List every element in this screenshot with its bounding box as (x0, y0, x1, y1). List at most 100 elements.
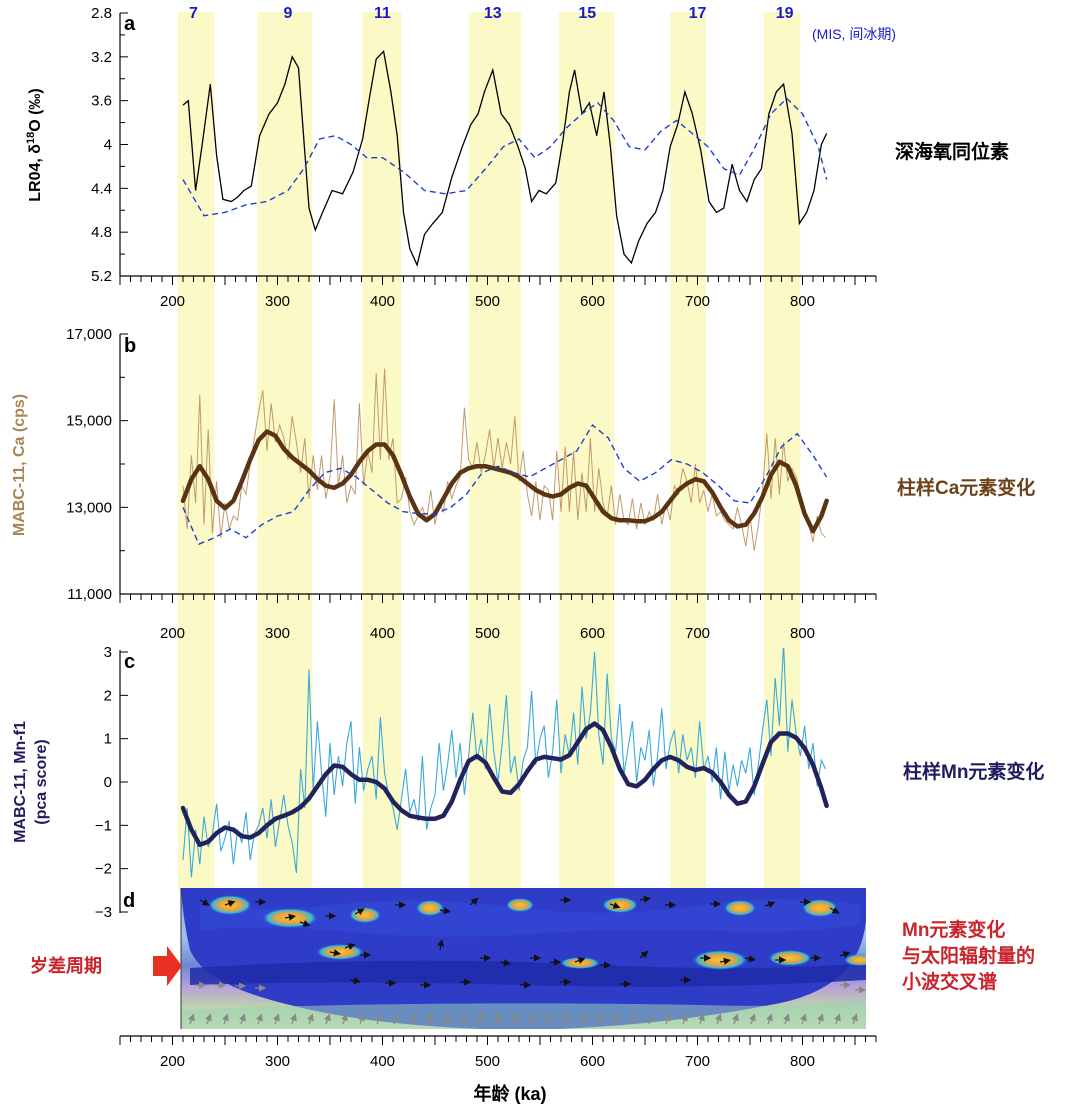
phase-arrow-icon (578, 1013, 586, 1025)
mis-label: 19 (776, 5, 794, 22)
panel-b-ylabel: MABC-11, Ca (cps) (11, 394, 28, 536)
x-tick-label: 500 (475, 293, 500, 310)
phase-arrow-icon (612, 1013, 620, 1025)
phase-arrow-icon (499, 959, 512, 967)
mis-label: 9 (284, 5, 293, 22)
phase-arrow-icon (323, 1013, 331, 1025)
panel-d-letter: d (123, 890, 135, 912)
wavelet-hotspots (208, 895, 866, 970)
wavelet-hotspot (692, 950, 748, 970)
x-tick-label: 200 (160, 293, 185, 310)
phase-arrow-icon (289, 1013, 297, 1025)
phase-arrow-icon (731, 1013, 739, 1025)
wavelet-hotspot (724, 900, 756, 916)
x-tick-label: 300 (265, 625, 290, 642)
panel-c-series (180, 648, 829, 878)
x-tick-label: 300 (265, 1053, 290, 1070)
phase-arrow-icon (697, 1013, 705, 1025)
x-tick-label: 700 (685, 1053, 710, 1070)
phase-arrow-icon (639, 950, 649, 959)
x-tick-label: 200 (160, 625, 185, 642)
interglacial-band (177, 12, 215, 890)
panel-c: 3 2 1 0 −1 −2 −3 c 柱样Mn元素变化 MABC-11, Mn-f1 (pc… (12, 644, 1044, 921)
phase-arrow-icon (284, 913, 297, 921)
phase-arrow-icon (639, 895, 652, 903)
phase-arrow-icon (272, 1013, 280, 1025)
mis-labels: 7 9 11 13 15 17 19 (189, 5, 794, 22)
panel-a-xticks: 200 300 400 500 600 700 800 (119, 276, 877, 310)
panel-a-yticks: 2.8 3.2 3.6 4 4.4 4.8 5.2 (91, 5, 128, 285)
phase-arrow-icon (299, 919, 311, 927)
x-tick-label: 600 (580, 293, 605, 310)
phase-arrow-icon (349, 977, 362, 985)
phase-arrow-icon (765, 1013, 773, 1025)
ca-raw-line (182, 368, 826, 551)
phase-arrow-icon (255, 1013, 263, 1025)
phase-arrow-icon (764, 901, 776, 909)
phase-arrow-icon (344, 943, 356, 951)
phase-arrow-icon (476, 1013, 484, 1025)
y-tick-label: 2 (104, 687, 112, 704)
panel-c-letter: c (124, 651, 135, 673)
arrow-label: 岁差周期 (30, 955, 102, 976)
y-tick-label: 3 (104, 644, 112, 661)
panel-b: 11,000 13,000 15,000 17,000 200 300 400 500 600… (11, 326, 1035, 642)
phase-arrow-icon (574, 957, 586, 965)
phase-arrow-icon (340, 1013, 348, 1025)
phase-arrow-icon (850, 1013, 858, 1025)
y-tick-label: 1 (104, 731, 112, 748)
wavelet-heatmap (181, 888, 866, 1029)
wavelet-hotspot (602, 897, 638, 913)
wavelet-hotspot (349, 907, 381, 923)
x-tick-label: 600 (580, 1053, 605, 1070)
wavelet-hotspot (262, 908, 318, 928)
wavelet-hotspot (560, 957, 600, 969)
phase-arrow-icon (663, 1013, 671, 1025)
phase-arrow-icon (680, 1013, 688, 1025)
panel-a-series (182, 50, 828, 268)
y-tick-label: −1 (95, 817, 112, 834)
panel-c-yticks: 3 2 1 0 −1 −2 −3 (95, 644, 128, 921)
x-tick-label: 800 (790, 625, 815, 642)
x-tick-label: 500 (475, 1053, 500, 1070)
panel-a-ylabel-suffix: O (‰) (27, 88, 44, 132)
y-tick-label: 3.6 (91, 93, 112, 110)
phase-arrow-icon (306, 1013, 314, 1025)
phase-arrow-icon (782, 1013, 790, 1025)
phase-arrow-icon (374, 1013, 382, 1025)
panel-b-series (180, 368, 829, 551)
mis-label: 13 (484, 5, 502, 22)
panel-a: 2.8 3.2 3.6 4 4.4 4.8 5.2 200 300 400 500 600 700 80… (25, 5, 1009, 310)
y-tick-label: 0 (104, 774, 112, 791)
panel-d-right-label-line: Mn元素变化 (902, 918, 1005, 941)
phase-arrow-icon (595, 1013, 603, 1025)
phase-arrow-icon (744, 955, 757, 963)
y-tick-label: 4.8 (91, 224, 112, 241)
panel-d-xticks: 200 300 400 500 600 700 800 (119, 1036, 877, 1070)
panel-a-ylabel-sup: 18 (25, 132, 37, 144)
y-tick-label: −3 (95, 904, 112, 921)
phase-arrow-icon (439, 907, 452, 915)
phase-arrow-icon (224, 900, 236, 908)
wavelet-phase-arrows (187, 895, 866, 1025)
x-tick-label: 800 (790, 1053, 815, 1070)
phase-arrow-icon (199, 898, 210, 906)
x-tick-label: 700 (685, 293, 710, 310)
mis-note: (MIS, 间冰期) (812, 26, 896, 42)
phase-arrow-icon (510, 1013, 518, 1025)
phase-arrow-icon (493, 1013, 501, 1025)
wavelet-hotspot (844, 954, 866, 966)
phase-arrow-icon (714, 1013, 722, 1025)
phase-arrow-icon (527, 1013, 535, 1025)
insolation-dashed-line (182, 423, 828, 546)
phase-arrow-icon (833, 1013, 841, 1025)
y-tick-label: 2.8 (91, 5, 112, 22)
panel-d-right-label-line: 与太阳辐射量的 (902, 944, 1035, 967)
x-tick-label: 500 (475, 625, 500, 642)
phase-arrow-icon (391, 1013, 399, 1025)
y-tick-label: 4.4 (91, 180, 112, 197)
phase-arrow-icon (221, 1013, 229, 1025)
red-arrow-icon (153, 946, 182, 986)
